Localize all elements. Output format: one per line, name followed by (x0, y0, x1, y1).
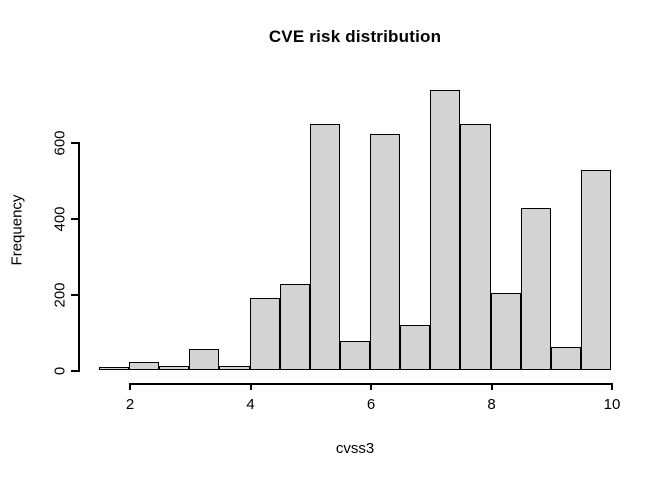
histogram-bar (129, 361, 160, 371)
histogram-bar (98, 367, 129, 371)
histogram-bar (580, 169, 611, 371)
y-tick-label: 600 (51, 130, 69, 156)
histogram-bar (400, 325, 431, 371)
histogram-bar (279, 283, 310, 371)
histogram-bar (550, 347, 581, 371)
histogram-bar (370, 133, 401, 371)
y-tick-label: 0 (51, 367, 69, 376)
x-axis-tick (490, 383, 493, 390)
histogram-bar (520, 207, 551, 371)
histogram-bar (339, 340, 370, 371)
x-tick-label: 4 (246, 396, 255, 413)
x-tick-label: 6 (366, 396, 376, 413)
histogram-bar (219, 366, 250, 371)
y-axis-tick (71, 294, 78, 297)
histogram-bar (430, 89, 461, 371)
y-tick-label: 200 (51, 282, 69, 308)
histogram-bar (309, 123, 340, 371)
x-axis-tick (370, 383, 372, 390)
x-axis-title: cvss3 (335, 440, 375, 457)
y-axis-line (78, 141, 80, 373)
histogram-bar (490, 293, 521, 371)
histogram-bar (189, 349, 220, 371)
y-axis-tick (71, 141, 78, 144)
histogram-bar (460, 123, 491, 371)
histogram-bar (159, 365, 190, 371)
histogram-bar (249, 297, 280, 371)
y-tick-label: 400 (51, 206, 69, 232)
y-axis-tick (71, 370, 78, 373)
x-tick-label: 2 (125, 396, 135, 413)
x-tick-label: 10 (603, 396, 621, 413)
x-axis-tick (129, 383, 131, 390)
x-axis-tick (249, 383, 252, 390)
x-tick-label: 8 (487, 396, 496, 413)
y-axis-tick (71, 218, 78, 221)
x-axis-tick (611, 383, 613, 390)
chart-title: CVE risk distribution (268, 27, 442, 46)
